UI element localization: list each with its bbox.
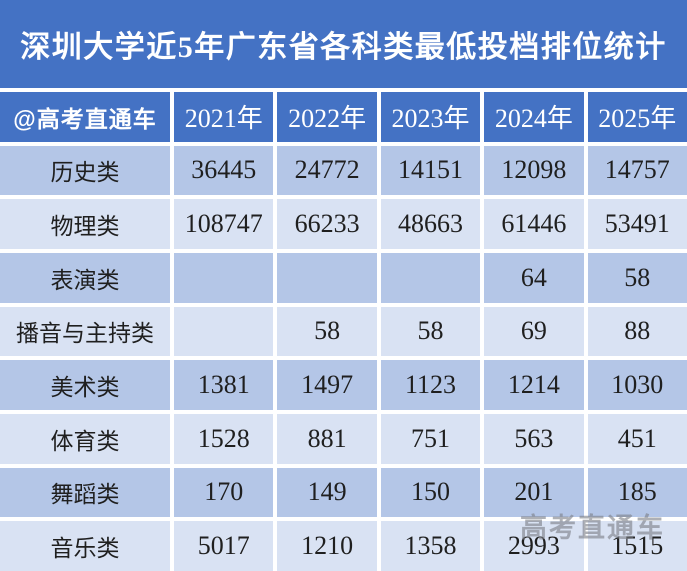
category-cell: 表演类 <box>0 253 170 303</box>
value-cell: 1030 <box>587 360 687 410</box>
value-cell: 36445 <box>174 145 274 196</box>
value-cell: 185 <box>587 467 687 518</box>
value-cell: 1528 <box>174 414 274 464</box>
category-cell: 历史类 <box>0 145 170 196</box>
value-cell <box>174 306 274 357</box>
value-cell: 1358 <box>380 521 481 571</box>
value-cell: 12098 <box>484 145 584 196</box>
value-cell: 1497 <box>277 360 377 410</box>
year-header-2023: 2023年 <box>380 92 481 142</box>
value-cell: 64 <box>484 253 584 303</box>
category-cell: 播音与主持类 <box>0 306 170 357</box>
category-cell: 体育类 <box>0 414 170 464</box>
ranking-table: @高考直通车 2021年 2022年 2023年 2024年 2025年 历史类… <box>0 92 687 571</box>
value-cell: 881 <box>277 414 377 464</box>
value-cell <box>277 253 377 303</box>
value-cell: 149 <box>277 467 377 518</box>
year-header-2024: 2024年 <box>484 92 584 142</box>
value-cell: 451 <box>587 414 687 464</box>
value-cell: 751 <box>380 414 481 464</box>
value-cell: 58 <box>380 306 481 357</box>
value-cell: 201 <box>484 467 584 518</box>
value-cell: 69 <box>484 306 584 357</box>
year-header-2021: 2021年 <box>174 92 274 142</box>
year-header-2022: 2022年 <box>277 92 377 142</box>
category-cell: 舞蹈类 <box>0 467 170 518</box>
value-cell <box>174 253 274 303</box>
value-cell: 14151 <box>380 145 481 196</box>
value-cell <box>380 253 481 303</box>
value-cell: 48663 <box>380 199 481 249</box>
value-cell: 14757 <box>587 145 687 196</box>
category-cell: 音乐类 <box>0 521 170 571</box>
value-cell: 66233 <box>277 199 377 249</box>
table-corner-brand-label: @高考直通车 <box>0 92 170 142</box>
value-cell: 5017 <box>174 521 274 571</box>
value-cell: 58 <box>587 253 687 303</box>
category-cell: 物理类 <box>0 199 170 249</box>
value-cell: 2993 <box>484 521 584 571</box>
value-cell: 61446 <box>484 199 584 249</box>
value-cell: 150 <box>380 467 481 518</box>
value-cell: 1123 <box>380 360 481 410</box>
value-cell: 1214 <box>484 360 584 410</box>
value-cell: 170 <box>174 467 274 518</box>
value-cell: 88 <box>587 306 687 357</box>
value-cell: 563 <box>484 414 584 464</box>
value-cell: 1381 <box>174 360 274 410</box>
value-cell: 58 <box>277 306 377 357</box>
value-cell: 108747 <box>174 199 274 249</box>
page-title: 深圳大学近5年广东省各科类最低投档排位统计 <box>20 31 667 64</box>
value-cell: 1210 <box>277 521 377 571</box>
year-header-2025: 2025年 <box>587 92 687 142</box>
value-cell: 53491 <box>587 199 687 249</box>
value-cell: 24772 <box>277 145 377 196</box>
category-cell: 美术类 <box>0 360 170 410</box>
title-bar: 深圳大学近5年广东省各科类最低投档排位统计 <box>0 0 687 88</box>
value-cell: 1515 <box>587 521 687 571</box>
